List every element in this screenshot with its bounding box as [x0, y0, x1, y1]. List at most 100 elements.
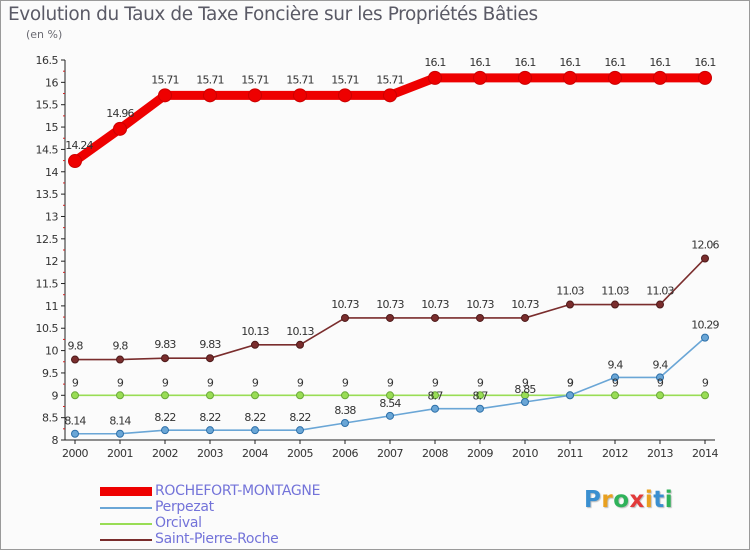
data-label: 12.06	[691, 238, 719, 251]
data-point	[206, 391, 214, 400]
data-point	[611, 391, 619, 400]
data-label: 9.8	[67, 340, 83, 353]
data-label: 9	[162, 376, 169, 389]
x-tick-label: 2014	[692, 447, 718, 460]
data-label: 10.73	[376, 298, 404, 311]
data-point	[248, 88, 262, 103]
data-point	[116, 355, 124, 364]
logo-letter: o	[613, 487, 630, 513]
data-label: 9	[477, 376, 484, 389]
data-label: 9	[612, 376, 619, 389]
legend-swatch	[100, 539, 152, 541]
data-label: 15.71	[331, 73, 359, 86]
logo-letter: i	[644, 487, 654, 513]
data-label: 8.22	[244, 411, 265, 424]
x-tick-label: 2004	[242, 447, 268, 460]
data-point	[656, 391, 664, 400]
data-point	[563, 70, 577, 85]
data-label: 8.7	[427, 390, 443, 403]
data-label: 9	[117, 376, 124, 389]
data-label: 9	[252, 376, 259, 389]
data-label: 9	[432, 376, 439, 389]
data-label: 15.71	[151, 73, 179, 86]
data-point	[158, 88, 172, 103]
y-tick-label: 13	[45, 210, 58, 223]
data-label: 16.1	[649, 56, 670, 69]
y-tick-label: 12.5	[36, 233, 59, 246]
x-tick-label: 2000	[62, 447, 88, 460]
data-label: 8.54	[379, 397, 401, 410]
data-point	[113, 121, 127, 136]
data-point	[656, 300, 664, 309]
data-label: 11.03	[601, 285, 629, 298]
y-tick-label: 11.5	[36, 278, 59, 291]
data-point	[341, 313, 349, 322]
data-point	[161, 391, 169, 400]
data-point	[161, 354, 169, 363]
data-label: 9.83	[154, 338, 176, 351]
data-label: 14.96	[106, 107, 134, 120]
data-label: 9	[657, 376, 664, 389]
data-label: 10.29	[691, 319, 719, 332]
proxiti-logo: Proxiti	[584, 487, 673, 513]
data-point	[473, 70, 487, 85]
data-point	[431, 404, 439, 413]
x-tick-label: 2010	[512, 447, 538, 460]
unit-label: (en %)	[26, 28, 63, 41]
x-tick-label: 2006	[332, 447, 358, 460]
logo-letter: t	[653, 487, 665, 513]
data-point	[566, 391, 574, 400]
data-label: 15.71	[286, 73, 314, 86]
legend-label: Orcival	[155, 515, 202, 531]
data-label: 9.4	[607, 358, 623, 371]
y-tick-label: 11	[45, 300, 58, 313]
data-point	[476, 313, 484, 322]
data-point	[521, 398, 529, 406]
data-label: 8.14	[109, 415, 131, 428]
data-point	[431, 313, 439, 322]
y-tick-label: 10.5	[36, 322, 59, 335]
data-point	[203, 88, 217, 103]
data-label: 10.73	[466, 298, 494, 311]
data-point	[476, 404, 484, 413]
y-tick-label: 8.5	[42, 412, 58, 425]
legend-swatch	[100, 523, 152, 525]
chart-title: Evolution du Taux de Taxe Foncière sur l…	[8, 4, 538, 25]
x-tick-label: 2009	[467, 447, 493, 460]
data-label: 9	[207, 376, 214, 389]
data-point	[293, 88, 307, 103]
data-label: 8.7	[472, 390, 488, 403]
data-point	[386, 411, 394, 420]
data-point	[476, 391, 484, 400]
data-point	[296, 340, 304, 349]
data-label: 16.1	[694, 56, 715, 69]
data-point	[206, 426, 214, 435]
data-point	[518, 70, 532, 85]
logo-letter: r	[601, 487, 614, 513]
data-point	[653, 70, 667, 85]
data-label: 11.03	[646, 285, 674, 298]
data-point	[656, 373, 664, 382]
data-point	[338, 88, 352, 103]
data-point	[386, 391, 394, 400]
data-label: 9	[567, 376, 574, 389]
y-tick-label: 10	[45, 345, 58, 358]
legend-label: ROCHEFORT-MONTAGNE	[155, 483, 321, 499]
data-label: 10.73	[421, 298, 449, 311]
data-point	[206, 354, 214, 363]
data-label: 14.24	[65, 139, 93, 152]
data-point	[161, 426, 169, 435]
data-label: 16.1	[514, 56, 535, 69]
logo-letter: x	[629, 487, 645, 513]
data-label: 15.71	[241, 73, 269, 86]
y-tick-label: 15.5	[36, 99, 59, 112]
data-label: 8.22	[289, 411, 310, 424]
y-tick-label: 9.5	[42, 367, 58, 380]
data-label: 9	[387, 376, 394, 389]
data-point	[386, 313, 394, 322]
data-point	[296, 391, 304, 400]
data-label: 11.03	[556, 285, 584, 298]
data-label: 9	[702, 376, 709, 389]
data-point	[68, 154, 82, 169]
data-label: 9	[522, 376, 529, 389]
